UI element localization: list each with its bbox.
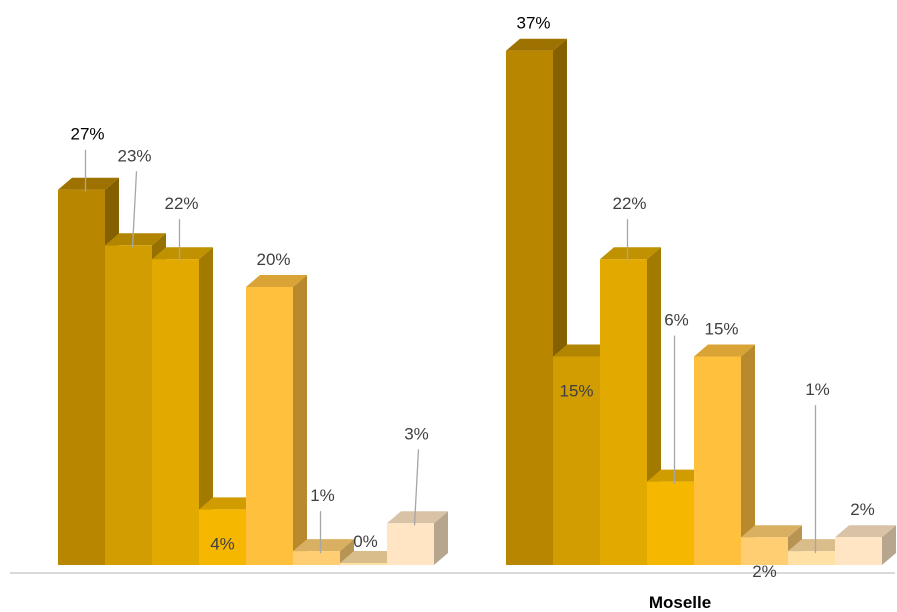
- bar-g0-s7: [387, 523, 434, 565]
- data-label-g1-s4: 15%: [704, 320, 738, 339]
- bar-g0-s6: [340, 563, 387, 565]
- bar-g0-s1: [105, 245, 152, 565]
- bar-g1-s2: [600, 259, 647, 565]
- bar-g1-s4: [694, 357, 741, 566]
- bar-g1-s6: [788, 551, 835, 565]
- data-label-g0-s3: 4%: [210, 534, 235, 553]
- data-label-g0-s1: 23%: [117, 146, 151, 165]
- bar-g0-s0: [58, 190, 105, 565]
- bar-g0-s2: [152, 259, 199, 565]
- data-label-g0-s5: 1%: [310, 486, 335, 505]
- data-label-g0-s7: 3%: [404, 424, 429, 443]
- data-label-g1-s7: 2%: [850, 500, 875, 519]
- data-label-g1-s3: 6%: [664, 311, 689, 330]
- data-label-g1-s1: 15%: [559, 382, 593, 401]
- bar-g1-s3: [647, 482, 694, 565]
- data-label-g1-s2: 22%: [612, 194, 646, 213]
- bar-g1-s0: [506, 51, 553, 565]
- bar-g0-s4: [246, 287, 293, 565]
- data-label-g0-s2: 22%: [164, 194, 198, 213]
- data-label-g1-s0: 37%: [516, 14, 550, 33]
- data-label-g0-s0: 27%: [70, 125, 104, 144]
- data-label-g0-s6: 0%: [353, 532, 378, 551]
- data-label-g1-s5: 2%: [752, 562, 777, 581]
- bar-g1-s5: [741, 537, 788, 565]
- bar-g1-s7: [835, 537, 882, 565]
- data-label-g0-s4: 20%: [256, 250, 290, 269]
- bar-side-g0-s4: [293, 275, 307, 565]
- category-label-1: Moselle: [649, 593, 711, 612]
- bar-g0-s5: [293, 551, 340, 565]
- data-label-g1-s6: 1%: [805, 380, 830, 399]
